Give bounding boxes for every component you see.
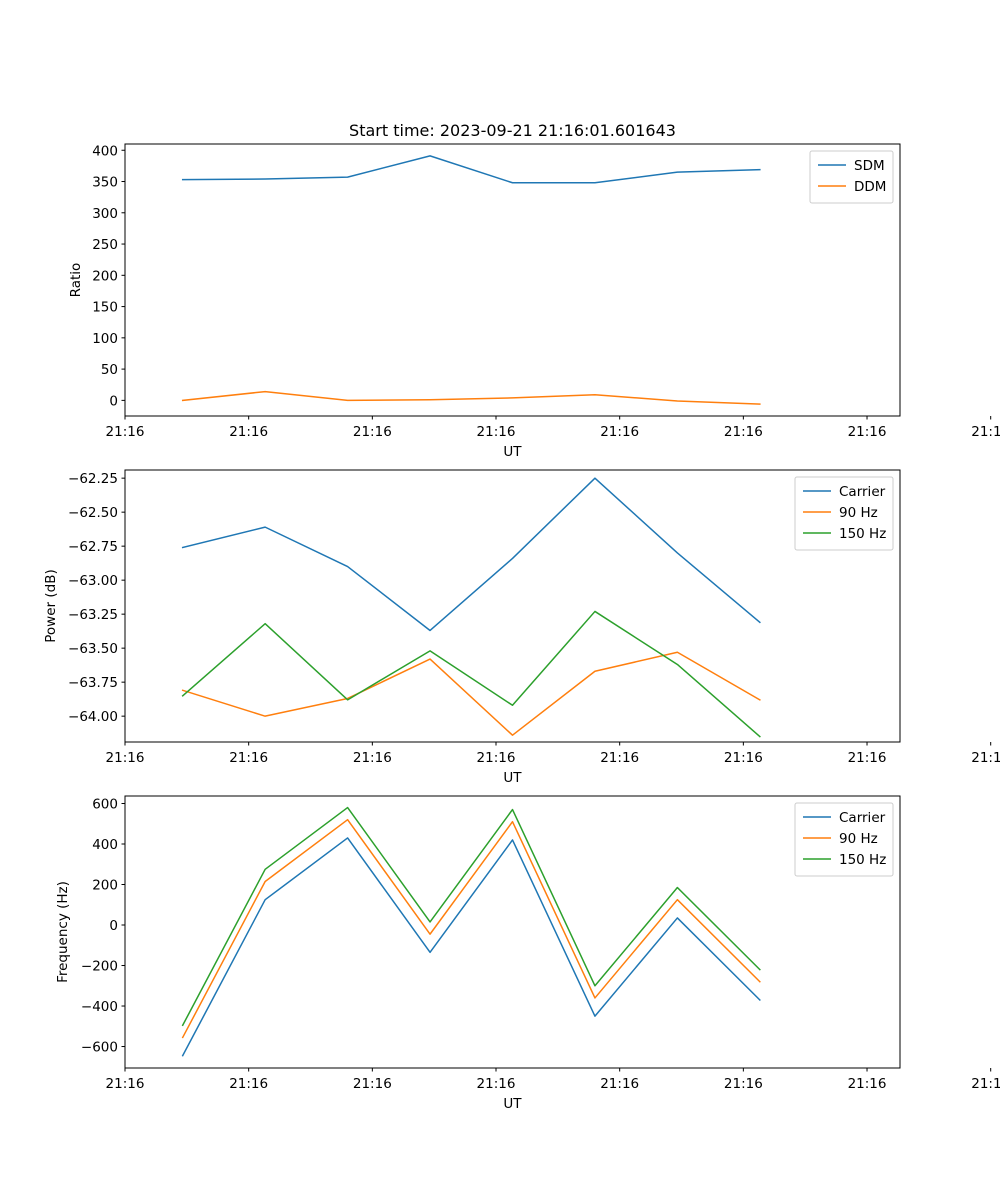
frequency-x-tick-label: 21:16 <box>724 1076 763 1092</box>
frequency-y-tick-label: −400 <box>81 999 118 1015</box>
power-series-line-150-hz <box>181 610 761 738</box>
power-x-tick-label: 21:16 <box>848 750 887 766</box>
frequency-legend-label: Carrier <box>839 810 886 826</box>
ratio-x-tick-label: 21:16 <box>229 424 268 440</box>
power-axes-frame <box>124 469 901 743</box>
frequency-x-tick-label: 21:16 <box>106 1076 145 1092</box>
ratio-x-tick-label: 21:16 <box>353 424 392 440</box>
ratio-series-line-ddm <box>181 390 761 405</box>
ratio-x-axis-label: UT <box>503 444 522 460</box>
frequency-y-tick-label: 0 <box>109 918 118 934</box>
power-x-tick-label: 21:16 <box>353 750 392 766</box>
frequency-legend-label: 150 Hz <box>839 852 886 868</box>
frequency-x-tick-label: 21:17 <box>971 1076 1000 1092</box>
power-x-tick-label: 21:16 <box>477 750 516 766</box>
ratio-y-tick-label: 150 <box>92 300 118 316</box>
frequency-axes-frame <box>124 795 901 1069</box>
power-y-tick-label: −62.50 <box>68 505 118 521</box>
ratio-x-tick-label: 21:16 <box>106 424 145 440</box>
power-x-axis-label: UT <box>503 770 522 786</box>
ratio-chart-title: Start time: 2023-09-21 21:16:01.601643 <box>349 121 676 140</box>
ratio-y-tick-label: 50 <box>101 362 118 378</box>
frequency-x-tick-label: 21:16 <box>848 1076 887 1092</box>
power-y-tick-label: −63.00 <box>68 573 118 589</box>
frequency-series-line-carrier <box>181 837 761 1057</box>
frequency-legend-label: 90 Hz <box>839 831 878 847</box>
frequency-x-tick-label: 21:16 <box>353 1076 392 1092</box>
ratio-legend-box <box>809 150 894 204</box>
ratio-legend-label: SDM <box>854 158 885 174</box>
ratio-legend: SDM DDM <box>809 150 894 204</box>
power-x-tick-label: 21:16 <box>106 750 145 766</box>
ratio-y-tick-label: 300 <box>92 206 118 222</box>
power-legend-label: 150 Hz <box>839 526 886 542</box>
power-y-tick-label: −63.75 <box>68 675 118 691</box>
frequency-legend: Carrier 90 Hz 150 Hz <box>794 802 894 877</box>
ratio-y-tick-label: 250 <box>92 237 118 253</box>
ratio-y-tick-label: 400 <box>92 143 118 159</box>
power-legend-label: 90 Hz <box>839 505 878 521</box>
frequency-y-tick-label: −200 <box>81 959 118 975</box>
frequency-x-tick-label: 21:16 <box>600 1076 639 1092</box>
power-x-tick-label: 21:17 <box>971 750 1000 766</box>
frequency-legend-box <box>794 802 894 877</box>
frequency-x-tick-label: 21:16 <box>477 1076 516 1092</box>
power-legend-label: Carrier <box>839 484 886 500</box>
power-legend-box <box>794 476 894 551</box>
frequency-y-tick-label: 400 <box>92 837 118 853</box>
frequency-y-tick-label: 200 <box>92 878 118 894</box>
ratio-legend-label: DDM <box>854 179 886 195</box>
frequency-y-tick-label: −600 <box>81 1040 118 1056</box>
power-series-line-carrier <box>181 477 761 632</box>
ratio-panel: 0 50 100 150 200 250 300 350 400 21:16 21:16 21:16 2… <box>68 121 1000 460</box>
frequency-series-line-90-hz <box>181 818 761 1039</box>
ratio-y-tick-label: 100 <box>92 331 118 347</box>
ratio-axes-frame <box>124 143 901 417</box>
power-y-tick-label: −63.25 <box>68 607 118 623</box>
ratio-x-tick-label: 21:16 <box>600 424 639 440</box>
power-x-tick-label: 21:16 <box>600 750 639 766</box>
ratio-x-tick-label: 21:16 <box>724 424 763 440</box>
power-panel: −64.00 −63.75 −63.50 −63.25 −63.00 −62.75 −62.… <box>43 469 1000 786</box>
frequency-x-tick-label: 21:16 <box>229 1076 268 1092</box>
ratio-y-tick-label: 0 <box>109 393 118 409</box>
ratio-y-tick-label: 350 <box>92 175 118 191</box>
frequency-panel: −600 −400 −200 0 200 400 600 21:16 21:16 21:16 21:… <box>55 795 1000 1112</box>
ratio-x-tick-label: 21:17 <box>971 424 1000 440</box>
frequency-y-tick-label: 600 <box>92 796 118 812</box>
frequency-x-axis-label: UT <box>503 1096 522 1112</box>
power-legend: Carrier 90 Hz 150 Hz <box>794 476 894 551</box>
power-y-axis-label: Power (dB) <box>43 569 59 642</box>
frequency-series-line-150-hz <box>181 806 761 1027</box>
ratio-y-axis-label: Ratio <box>68 263 84 298</box>
power-y-tick-label: −63.50 <box>68 641 118 657</box>
frequency-y-axis-label: Frequency (Hz) <box>55 881 71 983</box>
power-x-tick-label: 21:16 <box>724 750 763 766</box>
power-y-tick-label: −64.00 <box>68 709 118 725</box>
power-y-tick-label: −62.75 <box>68 539 118 555</box>
ratio-x-tick-label: 21:16 <box>477 424 516 440</box>
power-x-tick-label: 21:16 <box>229 750 268 766</box>
power-y-tick-label: −62.25 <box>68 471 118 487</box>
ratio-y-tick-label: 200 <box>92 268 118 284</box>
ratio-series-line-sdm <box>181 155 761 184</box>
ratio-x-tick-label: 21:16 <box>848 424 887 440</box>
